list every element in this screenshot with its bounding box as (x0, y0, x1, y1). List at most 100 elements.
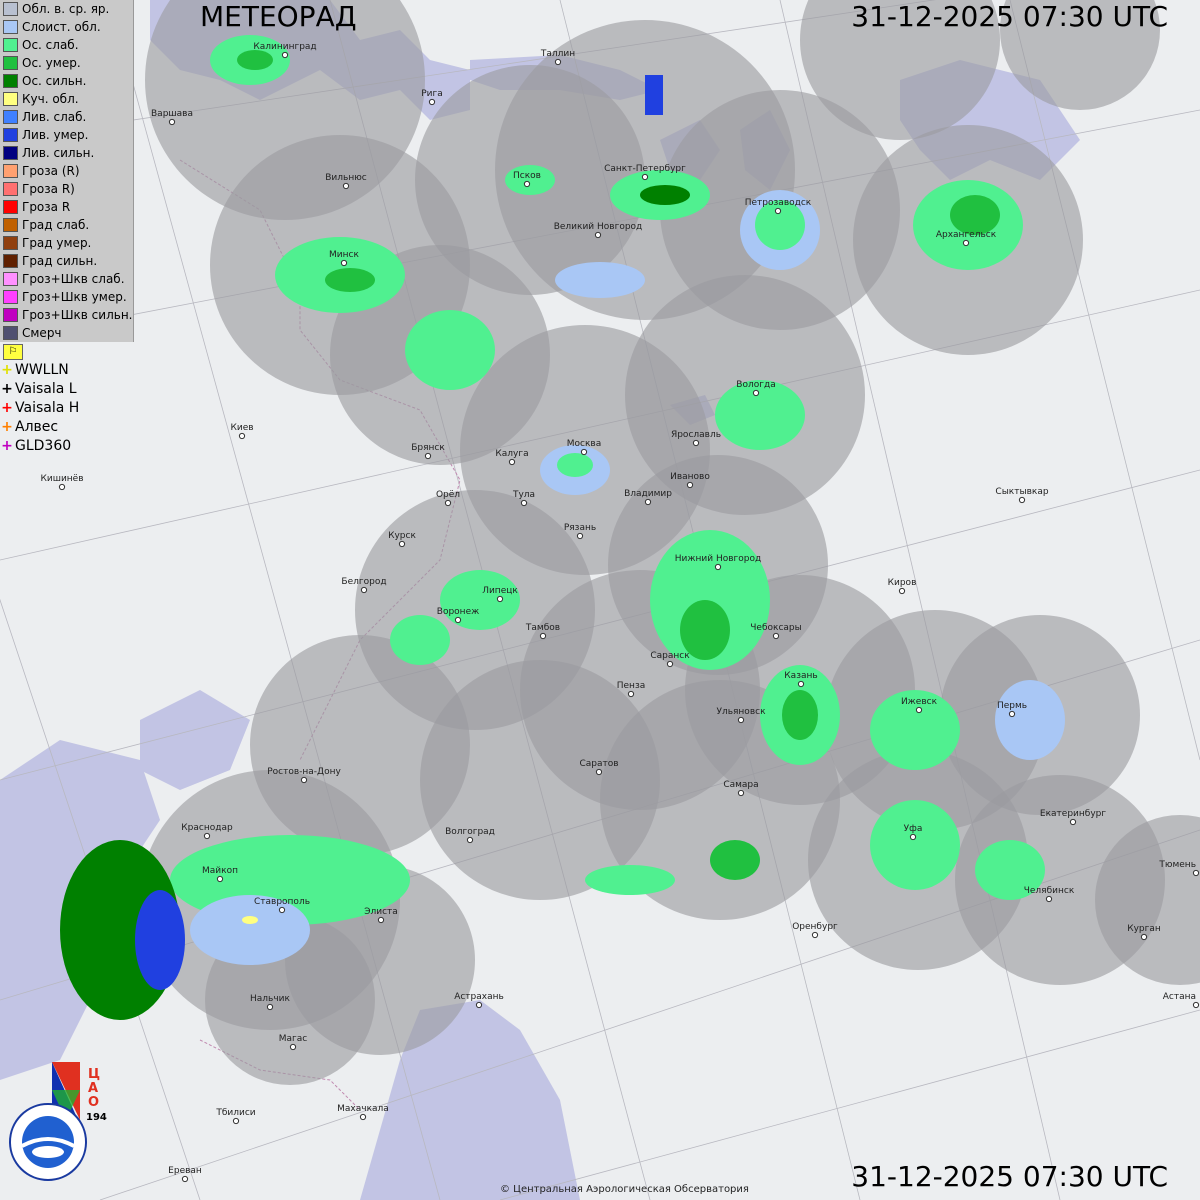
city: Ярославль (671, 430, 721, 447)
lightning-legend: ⚐ + WWLLN + Vaisala L + Vaisala H + Алвес + GLD36… (0, 344, 133, 455)
legend-label: Ос. сильн. (22, 74, 87, 88)
city: Ульяновск (716, 707, 766, 724)
city-marker (539, 632, 547, 640)
city-label: Сыктывкар (995, 487, 1048, 497)
city-marker (454, 616, 462, 624)
city: Калининград (253, 42, 317, 59)
plus-icon: + (1, 380, 13, 397)
city-label: Майкоп (202, 866, 238, 876)
city-label: Москва (567, 439, 601, 449)
city: Чебоксары (750, 623, 802, 640)
flag-icon[interactable]: ⚐ (3, 344, 23, 360)
city-label: Нальчик (250, 994, 291, 1004)
lightning-network-item[interactable]: + Vaisala L (0, 379, 133, 398)
lightning-network-item[interactable]: + GLD360 (0, 436, 133, 455)
city-label: Чебоксары (750, 623, 801, 633)
precipitation-echoes (60, 35, 1065, 1020)
city: Тюмень (1158, 860, 1200, 877)
timestamp-bottom: 31-12-2025 07:30 UTC (851, 1160, 1168, 1193)
city: Элиста (364, 907, 398, 924)
city: Астана (1163, 992, 1200, 1009)
city-marker (278, 906, 286, 914)
city: Воронеж (437, 607, 479, 624)
city-label: Киров (888, 578, 917, 588)
legend-item: Обл. в. ср. яр. (0, 0, 133, 18)
city-marker (58, 483, 66, 491)
legend-label: Гроз+Шкв слаб. (22, 272, 125, 286)
lightning-network-label: Vaisala H (15, 399, 80, 416)
lightning-network-label: GLD360 (15, 437, 72, 454)
city-label: Элиста (364, 907, 398, 917)
city-label: Владимир (624, 489, 672, 499)
lightning-network-label: Алвес (15, 418, 59, 435)
city: Астрахань (454, 992, 504, 1009)
legend-item: Гроз+Шкв сильн. (0, 306, 133, 324)
rosgidromet-emblem (9, 1103, 87, 1181)
legend-label: Лив. сильн. (22, 146, 95, 160)
city-label: Челябинск (1024, 886, 1075, 896)
city-label: Тула (512, 490, 535, 500)
city-marker (216, 875, 224, 883)
city-marker (594, 231, 602, 239)
legend-label: Слоист. обл. (22, 20, 101, 34)
city-label: Иваново (670, 472, 710, 482)
city: Казань (784, 671, 818, 688)
city: Волгоград (445, 827, 495, 844)
legend-label: Гроза (R) (22, 164, 80, 178)
legend-swatch (3, 38, 18, 52)
city-label: Ереван (168, 1166, 202, 1176)
svg-text:1941: 1941 (86, 1112, 108, 1123)
city-label: Курган (1127, 924, 1161, 934)
legend-swatch (3, 326, 18, 340)
legend-swatch (3, 272, 18, 286)
city: Ижевск (901, 697, 938, 714)
city: Оренбург (792, 922, 838, 939)
legend-swatch (3, 2, 18, 16)
lightning-network-label: WWLLN (15, 361, 69, 378)
city-marker (1192, 1001, 1200, 1009)
city-label: Волгоград (445, 827, 495, 837)
city: Уфа (904, 824, 922, 841)
legend-item: Лив. сильн. (0, 144, 133, 162)
legend-item: Ос. слаб. (0, 36, 133, 54)
city: Сыктывкар (995, 487, 1049, 504)
city-marker (398, 540, 406, 548)
city-marker (915, 706, 923, 714)
city-marker (359, 1113, 367, 1121)
city-label: Великий Новгород (554, 222, 643, 232)
city-marker (580, 448, 588, 456)
legend-item: Ос. сильн. (0, 72, 133, 90)
copyright: © Центральная Аэрологическая Обсерватори… (500, 1184, 749, 1195)
city-marker (644, 498, 652, 506)
plus-icon: + (1, 418, 13, 435)
legend-item: Гроз+Шкв слаб. (0, 270, 133, 288)
city-marker (737, 789, 745, 797)
lightning-network-item[interactable]: + Алвес (0, 417, 133, 436)
svg-text:Ц: Ц (88, 1067, 100, 1082)
city-label: Рига (421, 89, 443, 99)
legend-label: Ос. слаб. (22, 38, 79, 52)
city-marker (289, 1043, 297, 1051)
city-label: Екатеринбург (1040, 809, 1106, 819)
legend-swatch (3, 164, 18, 178)
legend-item: Град сильн. (0, 252, 133, 270)
city: Тбилиси (215, 1108, 256, 1125)
page-title: МЕТЕОРАД (200, 0, 357, 33)
city-marker (1069, 818, 1077, 826)
city-marker (909, 833, 917, 841)
lightning-network-item[interactable]: + WWLLN (0, 360, 133, 379)
city: Орёл (436, 490, 460, 507)
lightning-network-item[interactable]: + Vaisala H (0, 398, 133, 417)
city-marker (737, 716, 745, 724)
legend-swatch (3, 182, 18, 196)
legend-swatch (3, 236, 18, 250)
legend-label: Град умер. (22, 236, 92, 250)
city: Пермь (997, 701, 1027, 718)
city: Липецк (482, 586, 518, 603)
city-marker (686, 481, 694, 489)
city-label: Калуга (495, 449, 528, 459)
legend-item: Слоист. обл. (0, 18, 133, 36)
city-marker (342, 182, 350, 190)
